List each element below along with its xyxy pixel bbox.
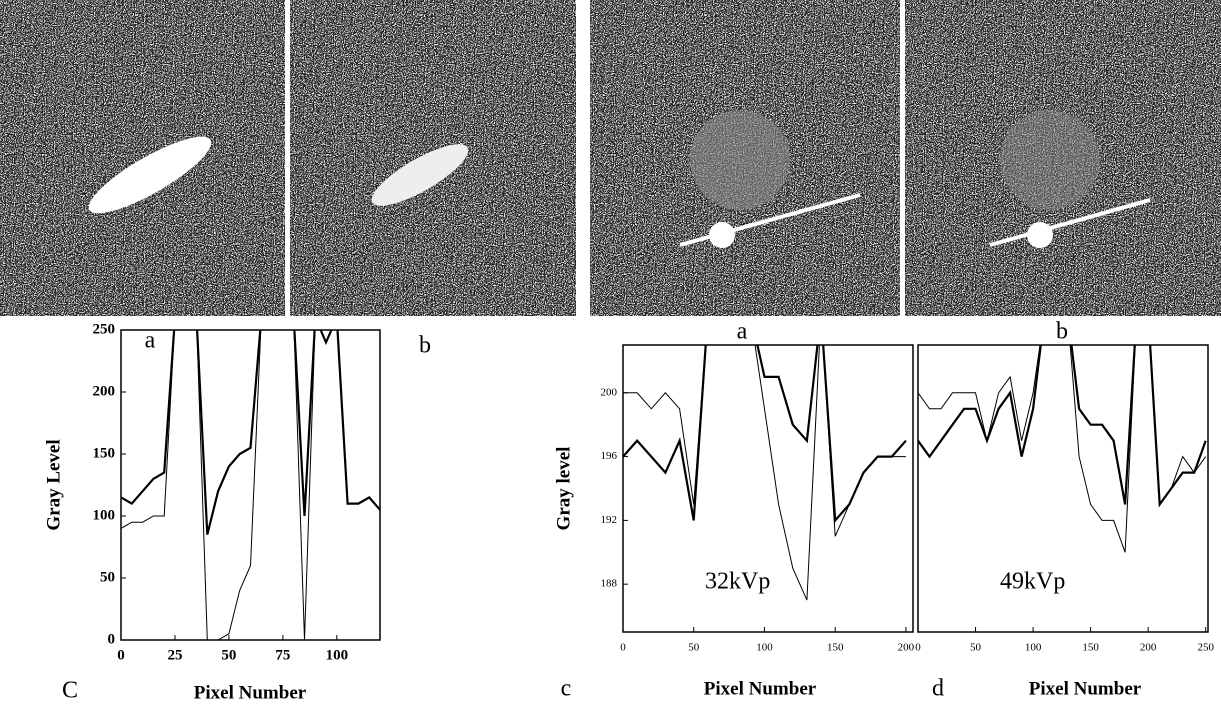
- images: [0, 0, 1221, 316]
- panel-label: C: [62, 678, 78, 704]
- x-tick-label: 0: [620, 642, 626, 654]
- x-tick-label: 0: [117, 647, 125, 663]
- object: [709, 222, 735, 248]
- panel-label: c: [561, 676, 572, 702]
- x-tick-label: 75: [275, 647, 290, 663]
- image-noise: [0, 0, 285, 316]
- y-tick-label: 0: [108, 631, 116, 647]
- y-tick-label: 50: [100, 569, 115, 585]
- object: [1027, 222, 1053, 248]
- object: [88, 136, 212, 214]
- y-tick-label: 196: [601, 450, 618, 462]
- data-line: [623, 345, 906, 601]
- x-tick-label: 0: [915, 642, 921, 654]
- x-tick-label: 250: [1197, 642, 1214, 654]
- plot-frame: [622, 344, 914, 633]
- x-axis-label: Pixel Number: [1029, 678, 1142, 699]
- data-line: [918, 345, 1207, 553]
- x-axis-label: Pixel Number: [704, 678, 817, 699]
- plot-frame: [917, 344, 1209, 633]
- x-axis-label: Pixel Number: [194, 682, 307, 703]
- y-tick-label: 200: [93, 383, 116, 399]
- panel-label: a: [737, 319, 748, 345]
- plot-frame: [120, 329, 381, 641]
- annotation: 32kVp: [705, 569, 770, 595]
- annotation: 49kVp: [1000, 569, 1065, 595]
- data-line: [623, 345, 907, 524]
- x-tick-label: 100: [756, 642, 773, 654]
- y-axis-label: Gray level: [553, 447, 574, 531]
- panel-label: d: [932, 676, 944, 702]
- y-tick-label: 150: [93, 445, 116, 461]
- y-axis-label: Gray Level: [43, 439, 64, 530]
- x-tick-label: 200: [1140, 642, 1157, 654]
- x-tick-label: 100: [1025, 642, 1042, 654]
- y-tick-label: 188: [601, 578, 618, 590]
- profile-line: [989, 198, 1151, 247]
- x-tick-label: 100: [326, 647, 349, 663]
- data-line: [121, 330, 380, 640]
- x-tick-label: 50: [688, 642, 700, 654]
- x-tick-label: 200: [898, 642, 915, 654]
- y-tick-label: 192: [601, 514, 618, 526]
- x-tick-label: 150: [1082, 642, 1099, 654]
- x-tick-label: 25: [167, 647, 182, 663]
- panel-label: b: [419, 333, 431, 359]
- data-line: [121, 330, 380, 535]
- y-tick-label: 250: [93, 321, 116, 337]
- x-tick-label: 150: [827, 642, 844, 654]
- object: [690, 110, 790, 210]
- panel-label: b: [1056, 319, 1068, 345]
- panel-label: a: [145, 328, 156, 354]
- object: [371, 144, 469, 206]
- x-tick-label: 50: [221, 647, 236, 663]
- y-tick-label: 100: [93, 507, 116, 523]
- object: [1000, 110, 1100, 210]
- y-tick-label: 200: [601, 386, 618, 398]
- x-tick-label: 50: [970, 642, 982, 654]
